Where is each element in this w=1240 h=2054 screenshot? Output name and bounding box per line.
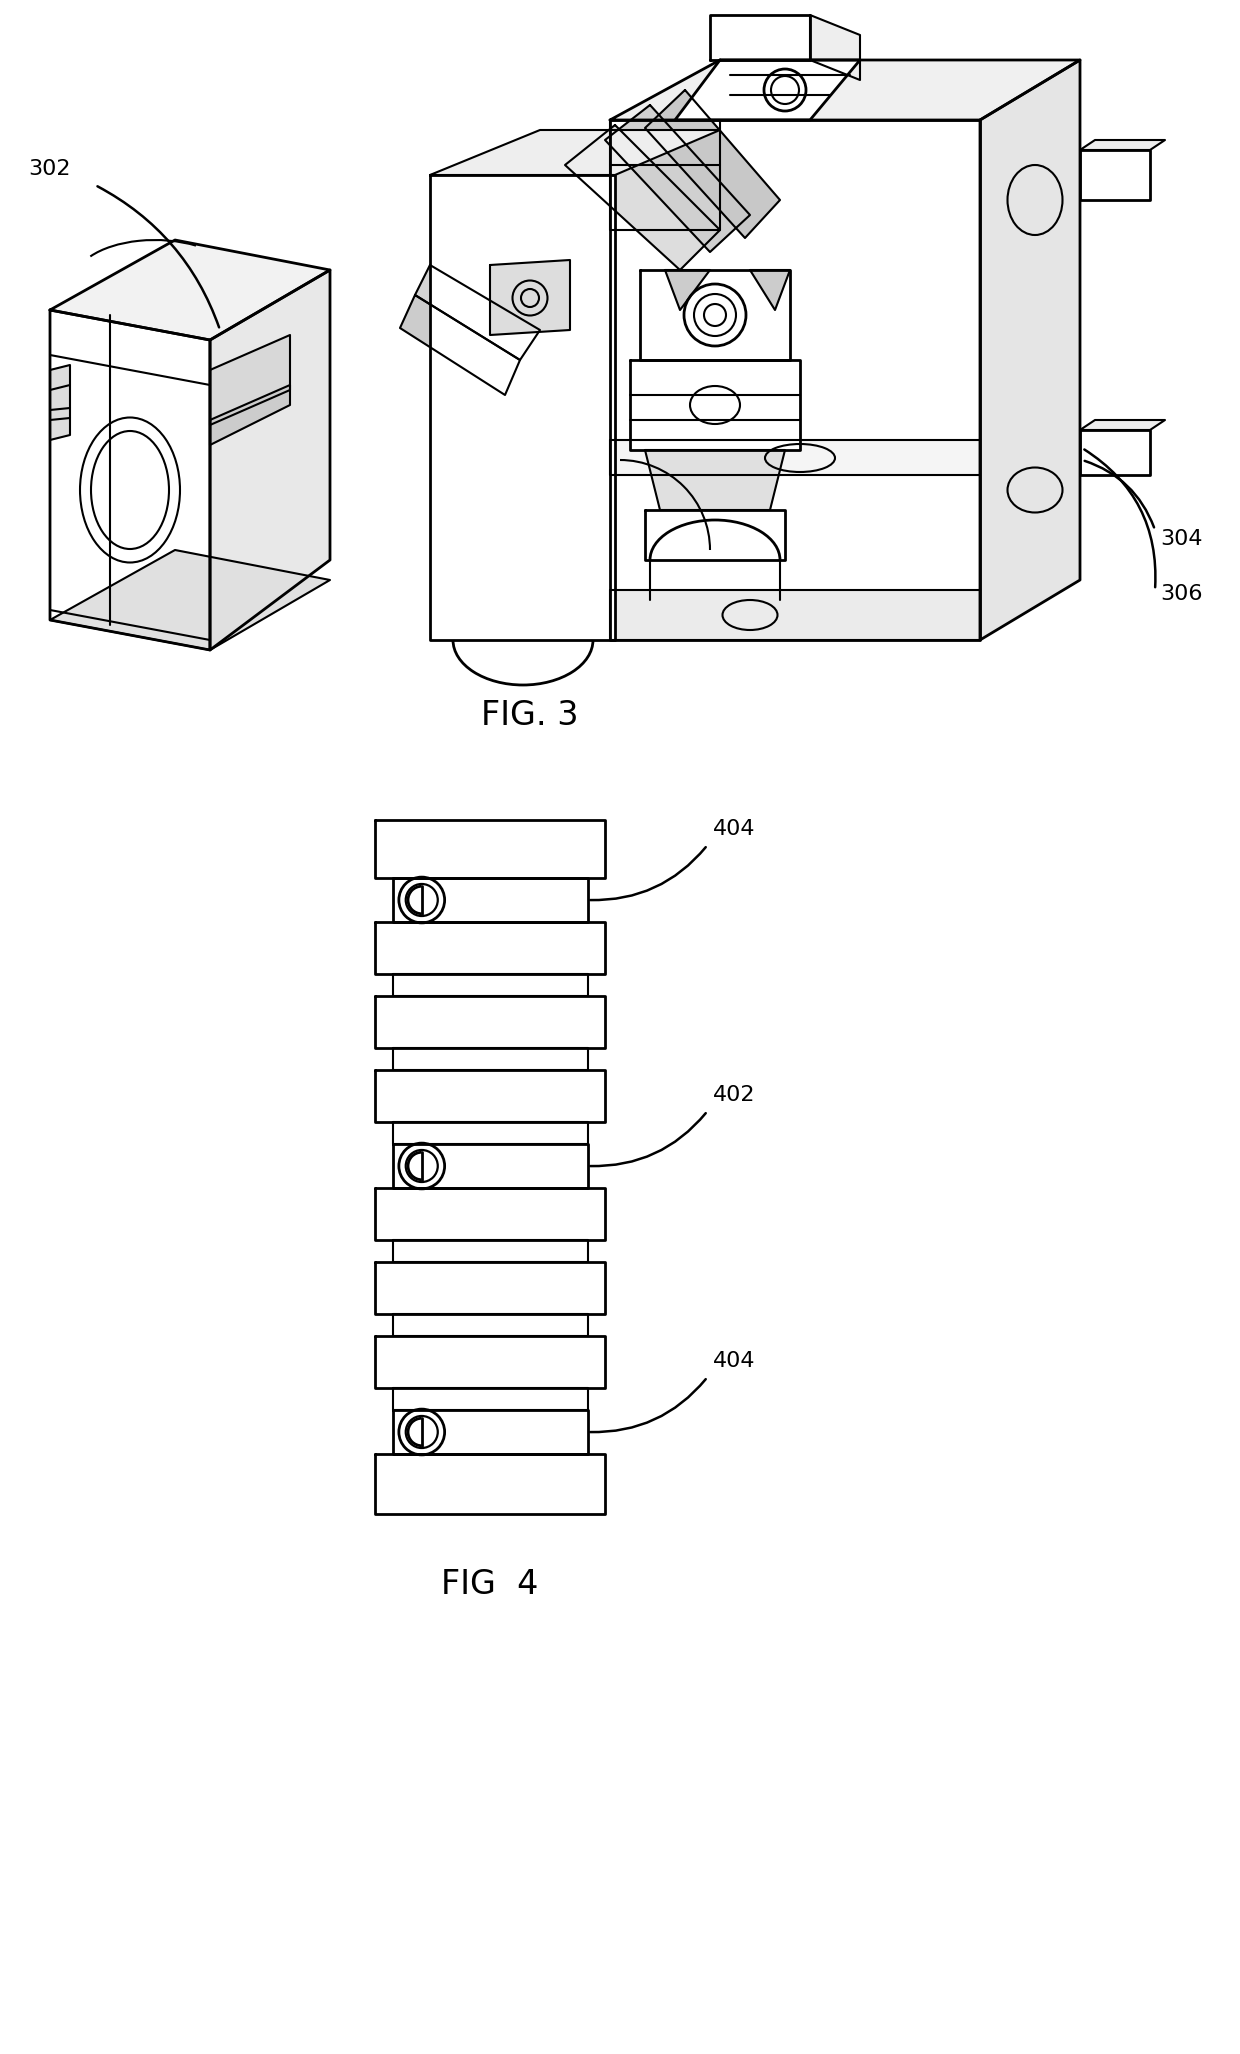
Polygon shape: [374, 1261, 605, 1315]
Text: FIG  4: FIG 4: [441, 1567, 538, 1600]
Polygon shape: [750, 269, 790, 310]
Polygon shape: [430, 175, 615, 641]
Polygon shape: [374, 1335, 605, 1389]
Polygon shape: [630, 359, 800, 450]
Text: 402: 402: [713, 1085, 755, 1105]
Polygon shape: [1080, 150, 1149, 199]
Text: 304: 304: [1159, 530, 1203, 548]
Text: 306: 306: [1159, 583, 1203, 604]
Polygon shape: [374, 1187, 605, 1241]
Polygon shape: [711, 14, 810, 60]
Polygon shape: [810, 14, 861, 80]
Polygon shape: [374, 1070, 605, 1121]
Polygon shape: [393, 1048, 588, 1070]
Polygon shape: [393, 1315, 588, 1335]
Polygon shape: [50, 366, 69, 440]
Polygon shape: [665, 269, 711, 310]
Polygon shape: [210, 384, 290, 446]
Polygon shape: [393, 1389, 588, 1409]
Polygon shape: [393, 1121, 588, 1144]
Polygon shape: [401, 296, 520, 394]
Polygon shape: [393, 974, 588, 996]
Polygon shape: [374, 820, 605, 877]
Polygon shape: [605, 105, 750, 253]
Polygon shape: [50, 550, 330, 649]
Polygon shape: [640, 269, 790, 359]
Polygon shape: [610, 440, 980, 474]
Polygon shape: [50, 240, 330, 341]
Polygon shape: [415, 265, 539, 359]
Text: 404: 404: [713, 820, 755, 838]
Polygon shape: [1080, 140, 1166, 150]
Polygon shape: [675, 60, 861, 119]
Polygon shape: [374, 922, 605, 974]
Polygon shape: [610, 119, 720, 230]
Text: FIG. 3: FIG. 3: [481, 698, 579, 731]
Polygon shape: [980, 60, 1080, 641]
Text: 302: 302: [29, 158, 71, 179]
Polygon shape: [1080, 429, 1149, 474]
Polygon shape: [393, 877, 588, 922]
Polygon shape: [610, 119, 980, 641]
Polygon shape: [610, 589, 980, 641]
Polygon shape: [490, 261, 570, 335]
Polygon shape: [645, 90, 780, 238]
Polygon shape: [374, 1454, 605, 1514]
Polygon shape: [50, 310, 210, 649]
Polygon shape: [565, 125, 720, 269]
Polygon shape: [393, 1241, 588, 1261]
Polygon shape: [210, 269, 330, 649]
Polygon shape: [1080, 419, 1166, 429]
Text: 404: 404: [713, 1352, 755, 1370]
Polygon shape: [374, 996, 605, 1048]
Polygon shape: [645, 509, 785, 561]
Polygon shape: [210, 335, 290, 425]
Polygon shape: [430, 129, 720, 175]
Polygon shape: [610, 60, 1080, 119]
Polygon shape: [393, 1144, 588, 1187]
Polygon shape: [393, 1409, 588, 1454]
Polygon shape: [645, 450, 785, 509]
